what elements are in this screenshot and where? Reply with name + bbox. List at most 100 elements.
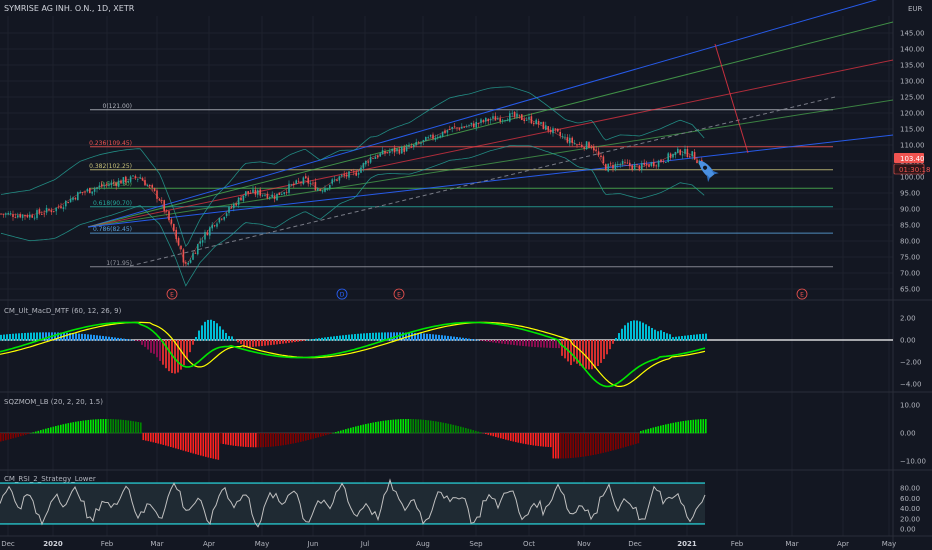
- candle-body: [312, 182, 314, 184]
- candle-body: [45, 207, 48, 213]
- macd-histogram-bar: [0, 334, 2, 341]
- candle-body: [218, 217, 221, 223]
- event-marker-earnings[interactable]: [796, 288, 808, 300]
- sqz-tick-label: 0.00: [900, 430, 916, 438]
- macd-histogram-bar: [402, 332, 404, 341]
- macd-histogram-bar: [513, 340, 515, 346]
- candle-body: [583, 147, 585, 149]
- macd-histogram-bar: [504, 340, 506, 344]
- sqz-histogram-bar: [295, 433, 297, 443]
- sqz-histogram-bar: [460, 426, 462, 434]
- macd-histogram-bar: [177, 340, 179, 373]
- sqz-histogram-bar: [227, 433, 230, 445]
- sqz-histogram-bar: [147, 433, 150, 442]
- sqz-histogram-bar: [412, 419, 415, 434]
- fan-line-red[interactable]: [87, 59, 894, 228]
- macd-histogram-bar: [639, 321, 641, 341]
- sqz-histogram-bar: [245, 433, 247, 447]
- rsi-panel-title[interactable]: CM_RSI_2_Strategy_Lower: [4, 475, 96, 483]
- macd-histogram-bar: [522, 340, 524, 347]
- fib-level-label: 1(71.95): [106, 260, 132, 267]
- macd-histogram-bar: [423, 333, 425, 341]
- candle-body: [336, 179, 338, 181]
- fan-line-green-1[interactable]: [87, 21, 894, 228]
- projection-line[interactable]: [714, 43, 749, 154]
- sqz-histogram-bar: [65, 423, 67, 434]
- macd-histogram-bar: [483, 340, 485, 342]
- sqz-histogram-bar: [395, 419, 397, 434]
- candle-body: [314, 182, 317, 191]
- macd-histogram-bar: [438, 334, 440, 341]
- sqz-tick-label: −10.00: [900, 458, 926, 466]
- candle-body: [29, 214, 31, 218]
- macd-histogram-bar: [411, 332, 413, 341]
- candle-body: [309, 183, 312, 185]
- dashed-trend-line[interactable]: [129, 96, 836, 267]
- fib-level-label: 0.236(109.45): [89, 140, 132, 147]
- candle-body: [473, 123, 475, 128]
- price-tick-label: 115.00: [900, 126, 925, 134]
- trend-lines[interactable]: [87, 0, 894, 267]
- sqz-histogram-bar: [407, 419, 410, 434]
- macd-histogram-bar: [525, 340, 527, 347]
- macd-histogram-bar: [480, 340, 482, 341]
- candle-body: [597, 151, 600, 156]
- symbol-title[interactable]: SYMRISE AG INH. O.N., 1D, XETR: [4, 4, 135, 13]
- event-marker-dividend[interactable]: [336, 288, 348, 300]
- sqz-histogram-bar: [457, 426, 460, 434]
- candle-body: [276, 193, 278, 201]
- sqz-histogram-bar: [292, 433, 295, 444]
- sqz-histogram-bar: [662, 424, 665, 434]
- macd-histogram-bar: [18, 333, 20, 341]
- sqz-histogram-bar: [10, 433, 12, 439]
- macd-histogram-bar: [210, 319, 212, 341]
- candle-body: [350, 170, 353, 171]
- fan-line-green-2[interactable]: [87, 99, 894, 228]
- candle-body: [593, 146, 595, 151]
- channel-upper-line[interactable]: [87, 0, 893, 228]
- fibonacci-retracement[interactable]: 0(121.00)0.236(109.45)0.382(102.25)0.5(9…: [89, 103, 833, 268]
- candle-body: [516, 113, 518, 117]
- candle-body: [261, 194, 264, 196]
- rsi-tick-label: 0.00: [900, 526, 916, 534]
- macd-histogram-bar: [645, 324, 647, 341]
- sqz-histogram-bar: [560, 433, 562, 459]
- sqz-panel-title[interactable]: SQZMOM_LB (20, 2, 20, 1.5): [4, 398, 103, 406]
- candle-body: [139, 177, 141, 179]
- event-marker-earnings[interactable]: [166, 288, 178, 300]
- time-axis[interactable]: Dec 2020 Feb Mar Apr May Jun Jul Aug Sep Oct Nov Dec…: [1, 540, 896, 548]
- candle-body: [72, 197, 74, 200]
- sqz-histogram-bar: [220, 433, 222, 444]
- candle-body: [441, 131, 444, 137]
- macd-panel-title[interactable]: CM_Ult_MacD_MTF (60, 12, 26, 9): [4, 307, 122, 315]
- macd-axis: 2.00 0.00 −2.00 −4.00: [900, 315, 921, 389]
- sqz-histogram-bar: [415, 419, 417, 434]
- sqz-histogram-bar: [455, 425, 457, 434]
- candle-body: [105, 184, 108, 186]
- candle-body: [612, 164, 614, 169]
- candle-body: [281, 193, 283, 195]
- sqz-histogram-bar: [337, 431, 340, 434]
- sqz-histogram-bar: [327, 433, 330, 435]
- candle-body: [216, 223, 218, 227]
- macd-histogram-bar: [660, 330, 662, 341]
- candle-body: [168, 211, 170, 221]
- sqz-histogram-bar: [282, 433, 285, 446]
- rocket-icon[interactable]: [694, 156, 719, 183]
- sqz-histogram-bar: [485, 433, 487, 435]
- channel-lower-line[interactable]: [87, 134, 894, 228]
- sqz-histogram-bar: [542, 433, 545, 447]
- candle-body: [33, 217, 36, 219]
- time-axis-label: 2021: [677, 540, 697, 548]
- sqz-histogram-bar: [677, 421, 680, 434]
- macd-histogram-bar: [195, 336, 197, 341]
- sqz-histogram-bar: [85, 420, 87, 434]
- sqz-histogram-bar: [212, 433, 215, 459]
- sqz-histogram-bar: [280, 433, 282, 446]
- macd-histogram-bar: [81, 333, 83, 341]
- event-marker-earnings[interactable]: [393, 288, 405, 300]
- macd-histogram-bar: [381, 332, 383, 341]
- sqz-histogram-bar: [165, 433, 167, 446]
